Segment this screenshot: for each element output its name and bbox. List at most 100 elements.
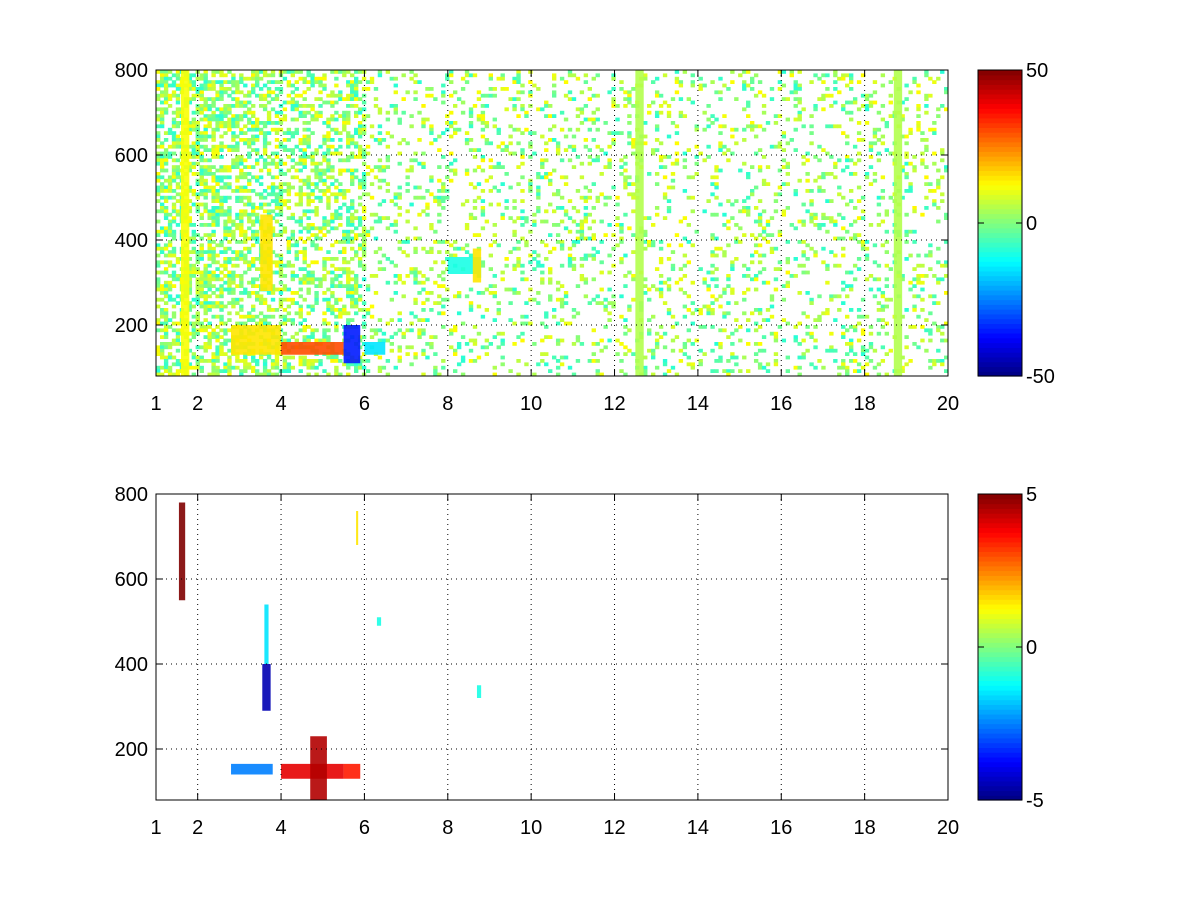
heatmap-cell xyxy=(223,121,228,125)
heatmap-cell xyxy=(294,168,299,173)
heatmap-cell xyxy=(591,76,596,81)
heatmap-cell xyxy=(302,253,307,258)
heatmap-cell xyxy=(255,124,260,129)
heatmap-cell xyxy=(187,338,193,343)
heatmap-cell xyxy=(354,144,359,149)
heatmap-cell xyxy=(247,314,252,319)
heatmap-cell xyxy=(298,223,303,227)
heatmap-cell xyxy=(682,253,688,258)
heatmap-cell xyxy=(429,87,434,91)
heatmap-cell xyxy=(817,185,822,190)
heatmap-cell xyxy=(199,287,204,292)
heatmap-cell xyxy=(346,104,351,108)
heatmap-cell xyxy=(555,144,561,149)
colorbar-band xyxy=(978,347,1022,353)
heatmap-cell xyxy=(817,189,822,193)
heatmap-cell xyxy=(377,219,383,224)
heatmap-cell xyxy=(619,294,624,299)
heatmap-cell xyxy=(936,114,941,118)
heatmap-cell xyxy=(203,345,208,350)
heatmap-cell xyxy=(563,175,569,180)
heatmap-cell xyxy=(227,165,232,169)
heatmap-cell xyxy=(159,107,165,112)
heatmap-cell xyxy=(872,243,878,248)
heatmap-cell xyxy=(199,355,204,360)
heatmap-cell xyxy=(393,223,398,227)
heatmap-cell xyxy=(464,138,470,142)
heatmap-cell xyxy=(159,100,165,105)
y-tick-label: 800 xyxy=(115,60,148,82)
heatmap-cell xyxy=(270,107,276,112)
heatmap-cell xyxy=(211,114,216,118)
heatmap-cell xyxy=(227,93,232,98)
heatmap-cell xyxy=(852,233,858,237)
heatmap-cell xyxy=(825,172,830,176)
heatmap-cell xyxy=(856,321,862,326)
heatmap-cell xyxy=(555,233,561,237)
heatmap-cell xyxy=(298,70,303,74)
heatmap-cell xyxy=(409,321,414,326)
heatmap-cell xyxy=(306,223,311,227)
heatmap-cell xyxy=(171,121,177,125)
heatmap-cell xyxy=(761,348,767,353)
heatmap-cell xyxy=(239,199,244,203)
heatmap-cell xyxy=(278,229,284,234)
heatmap-cell xyxy=(694,144,699,149)
heatmap-cell xyxy=(243,236,248,241)
heatmap-cell xyxy=(338,212,343,217)
heatmap-cell xyxy=(876,212,882,217)
heatmap-cell xyxy=(278,267,284,271)
heatmap-cell xyxy=(801,270,806,275)
heatmap-cell xyxy=(710,348,715,353)
heatmap-cell xyxy=(845,110,850,115)
heatmap-cell xyxy=(813,107,818,112)
heatmap-cell xyxy=(900,314,905,319)
heatmap-cell xyxy=(326,321,331,326)
heatmap-cell xyxy=(365,359,371,363)
heatmap-cell xyxy=(730,127,735,132)
heatmap-cell xyxy=(239,284,244,288)
heatmap-cell xyxy=(369,314,375,319)
heatmap-cell xyxy=(342,308,347,312)
heatmap-cell xyxy=(231,158,236,163)
heatmap-cell xyxy=(318,80,323,84)
heatmap-cell xyxy=(167,325,173,329)
heatmap-cell xyxy=(306,216,311,220)
heatmap-cell xyxy=(532,342,537,346)
heatmap-cell xyxy=(777,70,783,74)
heatmap-cell xyxy=(864,253,870,258)
heatmap-cell xyxy=(389,199,394,203)
heatmap-cell xyxy=(536,107,541,112)
colorbar-band xyxy=(978,223,1022,229)
heatmap-cell xyxy=(163,294,169,299)
heatmap-cell xyxy=(563,80,569,84)
heatmap-cell xyxy=(417,331,422,336)
heatmap-cell xyxy=(413,158,418,163)
heatmap-cell xyxy=(552,76,557,81)
heatmap-cell xyxy=(211,127,216,132)
heatmap-cell xyxy=(658,287,664,292)
heatmap-cell xyxy=(750,121,755,125)
heatmap-cell xyxy=(318,284,323,288)
heatmap-cell xyxy=(361,240,367,244)
heatmap-cell xyxy=(163,355,169,360)
heatmap-cell xyxy=(809,216,814,220)
heatmap-cell xyxy=(793,80,798,84)
heatmap-cell xyxy=(603,308,608,312)
heatmap-cell xyxy=(674,321,680,326)
heatmap-cell xyxy=(369,226,375,231)
heatmap-cell xyxy=(421,287,426,292)
heatmap-cell xyxy=(805,270,810,275)
heatmap-cell xyxy=(211,110,216,115)
heatmap-cell xyxy=(849,284,854,288)
heatmap-cell xyxy=(274,199,280,203)
heatmap-cell xyxy=(314,209,319,214)
heatmap-cell xyxy=(215,175,220,180)
heatmap-cell xyxy=(607,158,612,163)
heatmap-cell xyxy=(239,172,244,176)
heatmap-cell xyxy=(587,97,592,101)
heatmap-cell xyxy=(449,124,454,129)
heatmap-cell xyxy=(175,260,181,265)
heatmap-cell xyxy=(255,127,260,132)
